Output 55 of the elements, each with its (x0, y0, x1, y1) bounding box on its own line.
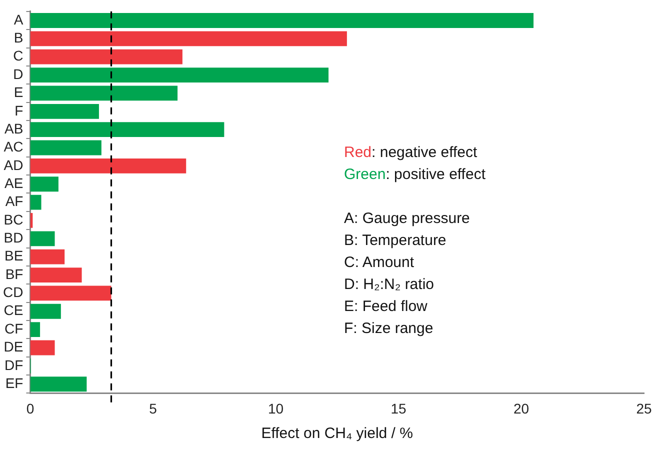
x-tick-label: 5 (149, 400, 158, 416)
bar (30, 376, 87, 392)
y-tick-label: AD (4, 156, 24, 173)
y-tick-label: DE (4, 338, 24, 355)
y-tick-label: DF (4, 356, 24, 373)
bar (30, 176, 58, 192)
bar (30, 194, 42, 210)
y-tick-label: BD (4, 230, 24, 246)
bar (30, 231, 55, 246)
y-tick-label: BE (4, 248, 24, 264)
annotation: F: Size range (344, 320, 434, 337)
bar (30, 322, 40, 338)
y-tick-label: A (14, 11, 24, 28)
bar (30, 86, 178, 101)
y-tick-label: E (14, 84, 24, 100)
bar (30, 68, 329, 82)
bar (30, 140, 102, 156)
y-tick-label: EF (5, 374, 24, 391)
annotation: Red: negative effect (344, 144, 478, 161)
annotation: Green: positive effect (344, 166, 486, 183)
y-tick-label: D (13, 66, 24, 82)
bar (30, 286, 112, 301)
x-tick-label: 0 (26, 400, 34, 416)
bar (30, 158, 186, 174)
bar (30, 31, 347, 46)
annotation: D: H₂:N₂ ratio (344, 276, 434, 293)
annotation: C: Amount (344, 254, 414, 271)
y-tick-label: AB (4, 120, 24, 136)
y-tick-label: AC (4, 138, 24, 155)
x-tick-label: 25 (636, 400, 652, 416)
y-tick-label: AF (5, 193, 24, 210)
bar (30, 104, 99, 119)
annotation: E: Feed flow (344, 298, 428, 315)
bar (30, 13, 534, 28)
y-tick-label: AE (4, 174, 24, 191)
y-tick-label: B (14, 30, 24, 46)
bar (30, 304, 61, 319)
y-tick-label: BF (5, 266, 24, 282)
bar (30, 340, 55, 356)
x-tick-label: 20 (513, 400, 530, 416)
y-tick-label: BC (4, 211, 24, 228)
x-tick-label: 10 (268, 400, 284, 416)
bar (30, 49, 182, 64)
bar (30, 249, 65, 264)
x-tick-label: 15 (390, 400, 406, 416)
y-tick-label: F (14, 102, 24, 118)
y-tick-label: C (13, 48, 24, 64)
x-axis-title: Effect on CH₄ yield / % (261, 425, 413, 442)
bar (30, 268, 82, 282)
annotation: B: Temperature (344, 232, 446, 249)
annotation: A: Gauge pressure (344, 210, 470, 227)
y-tick-label: CD (2, 284, 24, 300)
y-tick-label: CF (4, 320, 24, 336)
y-tick-label: CE (4, 302, 24, 318)
bar (30, 122, 224, 138)
